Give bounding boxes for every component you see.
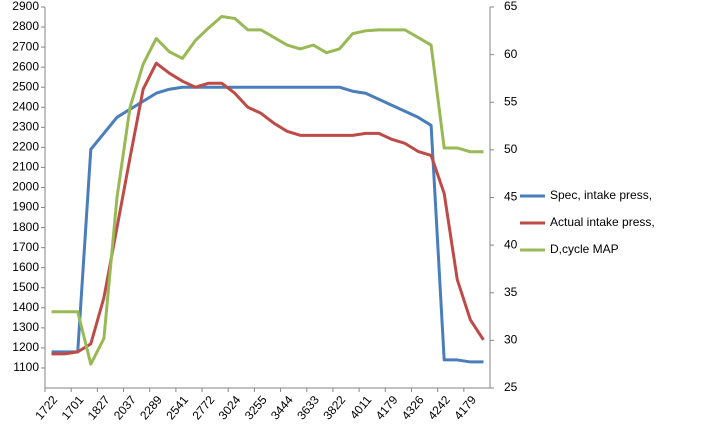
y2-tick-label: 50 <box>504 142 518 156</box>
y-tick-label: 2100 <box>12 160 39 174</box>
y-tick-label: 2200 <box>12 140 39 154</box>
y-tick-label: 2000 <box>12 180 39 194</box>
y-tick-label: 2700 <box>12 39 39 53</box>
x-tick-label: 2772 <box>189 393 217 423</box>
y2-tick-label: 65 <box>504 0 518 13</box>
x-tick-label: 1701 <box>59 393 87 423</box>
legend-label: Spec, intake press, <box>550 188 652 202</box>
y2-tick-label: 35 <box>504 285 518 299</box>
y-tick-label: 2800 <box>12 19 39 33</box>
x-tick-label: 4242 <box>425 393 453 423</box>
y2-tick-label: 60 <box>504 47 518 61</box>
x-tick-label: 2037 <box>111 393 139 423</box>
y-tick-label: 1200 <box>12 340 39 354</box>
x-tick-label: 3633 <box>294 393 322 423</box>
x-tick-label: 3444 <box>268 393 296 423</box>
legend-label: Actual intake press, <box>550 215 655 229</box>
y-tick-label: 1600 <box>12 260 39 274</box>
x-tick-label: 3822 <box>320 393 348 423</box>
y-tick-label: 1100 <box>13 360 39 374</box>
series-line <box>51 85 484 364</box>
y-tick-label: 2900 <box>12 0 39 13</box>
x-tick-label: 2289 <box>137 393 165 423</box>
series-line <box>51 15 484 366</box>
x-tick-label: 2541 <box>163 393 191 423</box>
y-tick-label: 2600 <box>12 59 39 73</box>
y-tick-label: 1800 <box>12 220 39 234</box>
y-tick-label: 1400 <box>12 300 39 314</box>
x-tick-label: 3024 <box>216 393 244 423</box>
y-tick-label: 2400 <box>12 99 39 113</box>
y-tick-label: 2500 <box>12 79 39 93</box>
x-tick-label: 1722 <box>32 393 60 423</box>
legend-label: D,cycle MAP <box>550 242 619 256</box>
y-tick-label: 1900 <box>12 200 39 214</box>
y2-tick-label: 45 <box>504 190 518 204</box>
x-tick-label: 4179 <box>373 393 401 423</box>
y-tick-label: 1300 <box>12 320 39 334</box>
x-tick-label: 1827 <box>85 393 113 423</box>
x-tick-label: 4326 <box>399 393 427 423</box>
x-tick-label: 3255 <box>242 393 270 423</box>
series-line <box>51 61 485 356</box>
y-tick-label: 1500 <box>12 280 39 294</box>
y2-tick-label: 40 <box>504 237 518 251</box>
y2-tick-label: 30 <box>504 333 518 347</box>
y-tick-label: 1700 <box>12 240 39 254</box>
y2-tick-label: 55 <box>504 94 518 108</box>
y2-tick-label: 25 <box>504 380 518 394</box>
x-tick-label: 4179 <box>451 393 479 423</box>
y-tick-label: 2300 <box>12 119 39 133</box>
x-tick-label: 4011 <box>347 393 375 422</box>
